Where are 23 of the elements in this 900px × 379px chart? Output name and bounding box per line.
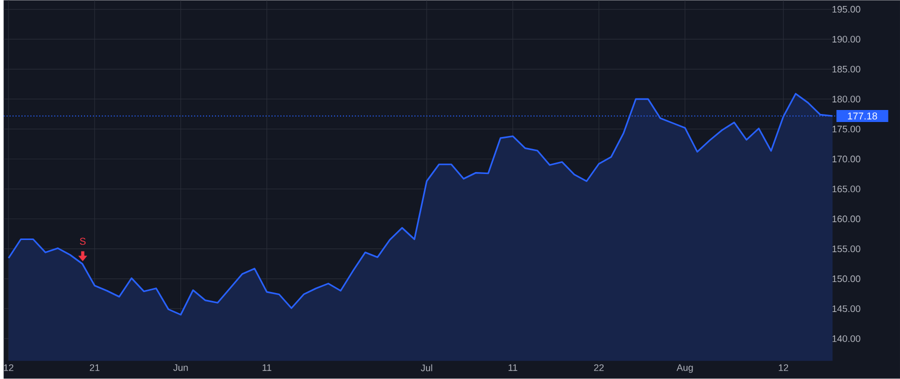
y-tick-label: 145.00 [832, 306, 860, 312]
x-tick-label: 11 [262, 364, 272, 371]
y-tick-label: 150.00 [832, 276, 860, 282]
y-tick-label: 160.00 [832, 216, 860, 222]
y-tick-label: 190.00 [832, 36, 860, 43]
x-tick-label: 12 [778, 364, 788, 372]
x-tick-label: 12 [4, 364, 14, 372]
x-tick-label: Aug [676, 364, 693, 373]
y-tick-label: 195.00 [832, 6, 860, 13]
y-tick-label: 170.00 [832, 156, 860, 162]
x-tick-label: Jul [420, 364, 432, 372]
y-tick-label: 140.00 [832, 335, 860, 342]
y-tick-label: 155.00 [832, 246, 860, 252]
annotation: S [80, 238, 86, 245]
y-tick-label: 180.00 [832, 96, 860, 103]
x-tick-label: 22 [594, 364, 604, 372]
x-tick-label: 11 [508, 364, 518, 371]
y-tick-label: 185.00 [832, 66, 860, 73]
x-tick-label: Jun [173, 364, 188, 372]
x-tick-label: 21 [90, 364, 100, 372]
ref-line-label: 177.18 [848, 112, 878, 120]
y-tick-label: 165.00 [832, 186, 860, 192]
y-tick-label: 175.00 [832, 126, 860, 133]
